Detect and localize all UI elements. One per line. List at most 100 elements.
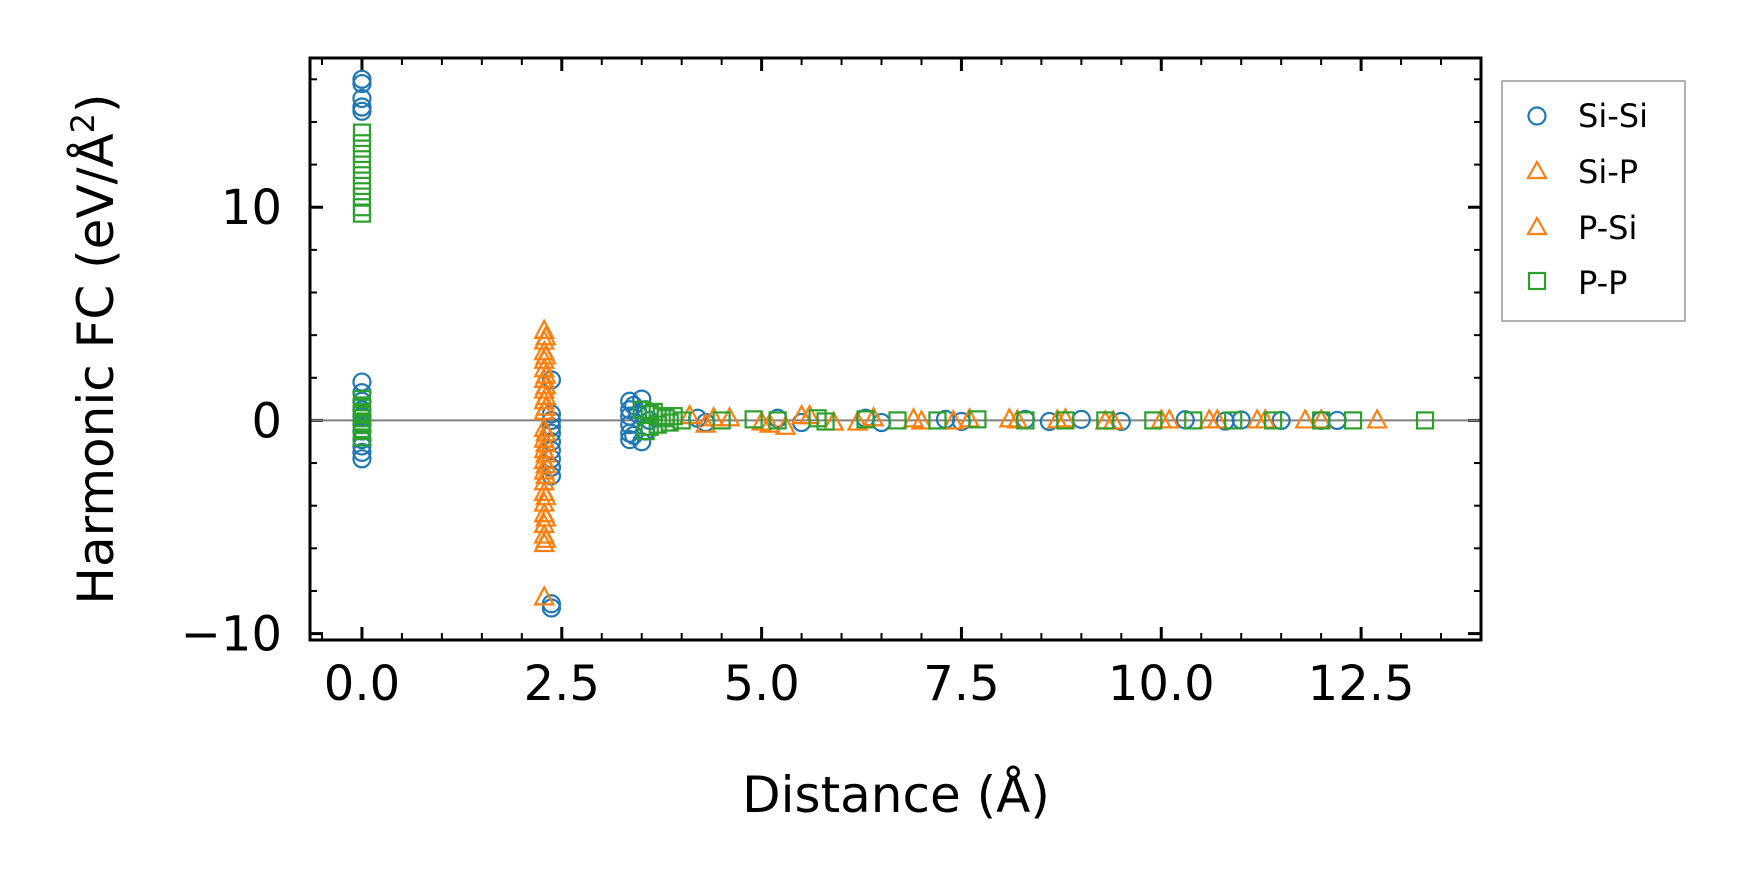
data-point-si-si-40	[636, 421, 656, 441]
data-point-p-si-19	[942, 409, 965, 430]
x-tick-label-5: 12.5	[1308, 656, 1415, 712]
data-point-p-p-35	[816, 412, 835, 431]
data-point-p-p-2	[352, 144, 372, 164]
data-point-p-p-6	[352, 187, 372, 206]
data-point-p-si-17	[846, 410, 869, 431]
data-markers	[352, 69, 1435, 618]
data-point-p-p-5	[352, 176, 372, 196]
legend-marker-si-si	[1527, 106, 1547, 126]
y-axis-label: Harmonic FC (eV/Å2)	[64, 93, 125, 604]
data-point-si-si-4	[352, 101, 372, 121]
data-point-si-si-2	[352, 88, 372, 109]
data-point-p-p-41	[1056, 411, 1075, 430]
series-si-p	[533, 318, 1332, 606]
data-point-si-p-26	[774, 414, 797, 435]
y-axis-label-main: Harmonic FC (eV/Å	[67, 133, 125, 604]
data-point-p-si-13	[534, 527, 557, 548]
data-point-p-p-42	[1096, 411, 1115, 430]
data-point-p-p-4	[352, 166, 372, 185]
axis-ticks	[310, 58, 1482, 640]
data-point-p-p-44	[1184, 411, 1203, 430]
data-point-si-si-1	[352, 73, 372, 94]
data-point-p-si-3	[534, 373, 557, 395]
data-point-p-si-23	[1158, 408, 1181, 429]
y-axis-label-superscript: 2	[64, 113, 102, 133]
data-point-p-p-30	[672, 411, 691, 430]
data-point-p-si-27	[1366, 408, 1388, 429]
data-point-si-si-52	[1071, 409, 1091, 429]
legend-box	[1501, 80, 1686, 322]
data-point-p-p-33	[768, 411, 787, 430]
data-point-p-si-25	[1246, 408, 1269, 429]
legend-label-si-p: Si-P	[1578, 153, 1638, 191]
data-point-p-p-28	[660, 413, 679, 432]
data-point-si-p-21	[533, 585, 556, 606]
data-point-p-si-6	[534, 420, 557, 442]
legend-label-p-p: P-P	[1578, 264, 1627, 302]
data-point-p-si-15	[758, 412, 781, 433]
data-point-p-si-4	[534, 384, 557, 406]
series-p-si	[534, 324, 1388, 548]
data-point-p-p-39	[968, 410, 987, 429]
series-si-si	[352, 69, 1347, 618]
data-point-si-p-0	[533, 318, 556, 339]
x-tick-label-0: 0.0	[324, 656, 400, 712]
data-point-p-p-45	[1224, 411, 1243, 430]
data-point-p-p-40	[1016, 411, 1035, 430]
data-point-p-p-49	[1415, 411, 1435, 430]
data-point-p-si-2	[534, 363, 557, 384]
data-point-p-p-38	[928, 411, 947, 430]
data-point-p-p-37	[888, 411, 907, 430]
x-tick-label-1: 2.5	[524, 656, 600, 712]
series-p-p	[352, 123, 1435, 447]
axis-tick-labels: 0.0 2.5 5.0 7.5 10.0 12.5 −10 0 10	[181, 180, 1415, 712]
data-point-p-p-7	[352, 198, 372, 217]
data-point-p-p-8	[352, 204, 372, 223]
data-point-p-si-11	[534, 484, 557, 506]
y-tick-label-1: 0	[251, 393, 282, 449]
data-point-p-si-5	[534, 395, 557, 416]
plot-frame	[308, 56, 1483, 642]
data-point-si-p-30	[910, 409, 933, 430]
y-tick-label-0: −10	[181, 607, 282, 663]
data-point-p-si-18	[902, 407, 925, 428]
y-tick-label-2: 10	[221, 180, 282, 236]
y-axis-label-end: )	[67, 93, 125, 113]
data-point-p-p-48	[1344, 411, 1363, 430]
data-point-p-si-8	[534, 442, 557, 463]
x-axis-label: Distance (Å)	[742, 766, 1050, 824]
x-tick-label-2: 5.0	[723, 656, 799, 712]
x-tick-label-3: 7.5	[923, 656, 999, 712]
data-point-p-si-10	[534, 463, 557, 484]
legend-marker-si-p	[1526, 159, 1548, 180]
data-point-p-p-3	[352, 155, 372, 174]
data-point-p-p-36	[856, 410, 875, 429]
data-point-p-p-31	[712, 411, 731, 430]
data-point-p-si-9	[534, 452, 557, 474]
data-point-p-p-0	[352, 123, 372, 142]
data-point-p-p-43	[1144, 411, 1163, 430]
data-point-p-p-47	[1312, 411, 1331, 430]
data-point-p-p-19	[352, 419, 372, 439]
data-point-p-si-26	[1294, 408, 1316, 429]
data-point-si-si-14	[352, 442, 372, 462]
data-point-p-p-18	[352, 398, 372, 417]
legend-marker-p-p	[1527, 271, 1547, 291]
data-point-p-p-1	[352, 134, 372, 153]
data-point-p-si-7	[534, 431, 557, 452]
data-point-p-p-32	[744, 410, 763, 429]
data-point-si-si-15	[352, 449, 372, 469]
data-point-p-si-12	[534, 506, 557, 527]
data-point-p-p-46	[1264, 411, 1283, 430]
legend: Si-Si Si-P P-Si P-P	[1501, 80, 1686, 322]
data-point-si-p-23	[694, 412, 717, 433]
x-tick-label-4: 10.0	[1108, 656, 1215, 712]
data-point-p-si-20	[998, 407, 1021, 428]
data-point-si-p-4	[533, 356, 556, 378]
legend-marker-p-si	[1526, 215, 1548, 236]
data-point-si-si-0	[352, 69, 372, 89]
data-point-p-si-24	[1198, 408, 1221, 429]
legend-label-p-si: P-Si	[1578, 209, 1637, 247]
